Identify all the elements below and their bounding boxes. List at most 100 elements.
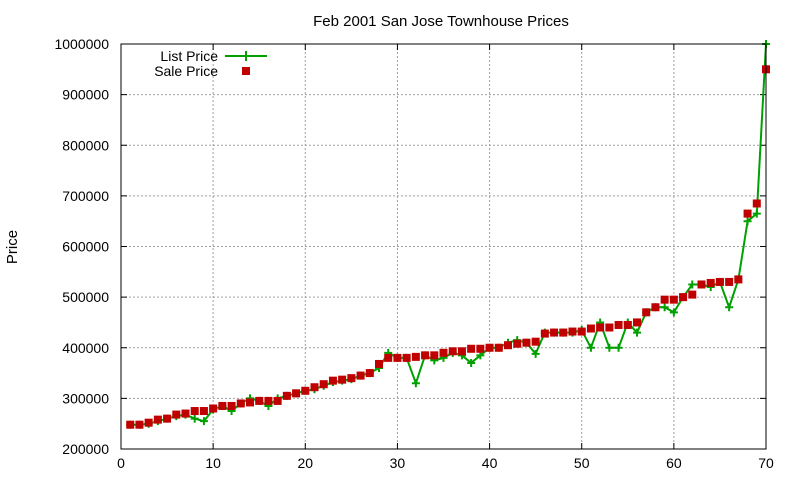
x-tick-label: 10 [205,455,221,471]
legend-marker-sale-price [242,67,250,75]
sale-price-point [614,320,623,329]
sale-price-point [319,380,328,389]
sale-price-point [605,323,614,332]
legend-item-list-price: List Price [160,48,267,64]
sale-price-point [282,391,291,400]
list-price-point [660,303,669,312]
list-price-point [467,358,476,367]
sale-price-point [144,418,153,427]
list-price-point [752,209,761,218]
list-price-point [688,280,697,289]
list-price-point [531,349,540,358]
list-price-point [199,417,208,426]
list-price-point [725,303,734,312]
sale-price-point [688,290,697,299]
x-tick-label: 30 [390,455,406,471]
y-axis-label: Price [4,230,21,264]
list-price-point [743,217,752,226]
sale-price-point [651,303,660,312]
sale-price-point [126,420,135,429]
y-tick-label: 800000 [62,137,109,153]
y-tick-label: 300000 [62,390,109,406]
sale-price-point [679,293,688,302]
sale-price-point [246,398,254,407]
x-tick-label: 50 [574,455,590,471]
sale-price-point [209,404,218,413]
sale-price-point [310,383,319,392]
list-price-point [190,414,199,423]
y-tick-label: 700000 [62,188,109,204]
sale-price-point [568,327,577,336]
sale-price-point [623,320,632,329]
y-tick-label: 200000 [62,441,109,457]
x-tick-label: 20 [297,455,313,471]
sale-price-point [181,409,190,418]
sale-price-point [725,277,734,286]
sale-price-point [338,375,347,384]
legend: List Price Sale Price [154,48,267,79]
sale-price-point [365,369,374,378]
sale-price-point [504,341,512,350]
sale-price-point [642,308,651,317]
sale-price-point [743,209,752,218]
sale-price-point [393,353,402,362]
y-tick-label: 500000 [62,289,109,305]
sale-price-point [467,344,476,353]
y-tick-label: 600000 [62,239,109,255]
legend-label-sale-price: Sale Price [154,63,218,79]
list-price-point [669,308,678,317]
grid [121,44,766,449]
x-tick-label: 40 [482,455,498,471]
sale-price-point [199,407,208,416]
x-tick-label: 0 [117,455,125,471]
sale-price-point [596,323,605,332]
sale-price-point [347,374,356,383]
y-tick-label: 900000 [62,87,109,103]
sale-price-point [301,386,310,395]
sale-price-point [153,415,162,424]
sale-price-point [163,414,172,423]
sale-price-point [522,338,531,347]
sale-price-point [439,348,448,357]
sale-price-point [190,407,199,416]
sale-price-point [328,376,337,385]
sale-price-point [550,328,559,337]
sale-price-point [292,389,301,398]
x-tick-label: 70 [758,455,774,471]
sale-price-point [540,329,549,338]
sale-price-point [255,396,264,405]
legend-marker-list-price [241,51,251,61]
sale-price-point [734,275,743,284]
sale-price-point [715,277,724,286]
sale-price-point [531,337,540,346]
list-price-point [586,343,595,352]
legend-item-sale-price: Sale Price [154,63,250,79]
sale-price-point [218,401,227,410]
sale-price-point [706,278,715,287]
sale-price-point [356,371,365,380]
sale-price-point [430,351,439,360]
sale-price-point [172,410,181,419]
list-price-point [411,379,420,388]
sale-price-point [586,324,595,333]
list-price-point [605,343,614,352]
sale-price-point [660,295,669,304]
list-price-point [633,328,641,337]
sale-price-point [476,344,485,353]
y-tick-label: 400000 [62,340,109,356]
sale-price-point [448,347,457,356]
chart-title: Feb 2001 San Jose Townhouse Prices [313,13,569,30]
sale-price-point [402,353,411,362]
sale-price-point [421,351,430,360]
plot-frame [120,43,767,450]
x-tick-label: 60 [666,455,682,471]
sale-price-point [559,328,568,337]
sale-price-point [577,327,586,336]
sale-price-point [384,353,393,362]
y-tick-label: 1000000 [54,36,109,52]
sale-price-point [494,343,503,352]
sale-price-point [485,343,494,352]
sale-price-point [457,347,466,356]
sale-price-point [633,318,641,327]
